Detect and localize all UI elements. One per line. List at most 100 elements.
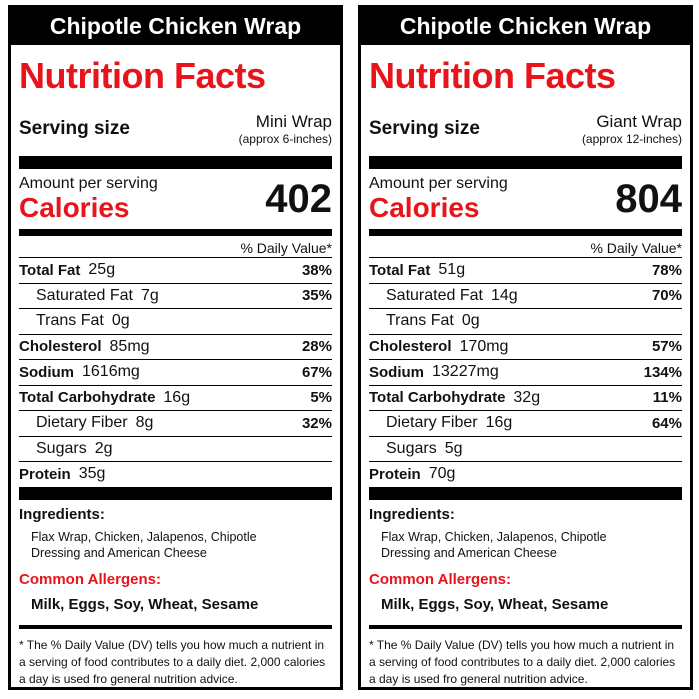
- nutrient-name: Trans Fat: [386, 312, 454, 330]
- amount-label: Amount per serving: [369, 175, 508, 192]
- footnote: * The % Daily Value (DV) tells you how m…: [19, 637, 326, 686]
- nutrient-row: Cholesterol 170mg 57%: [369, 335, 682, 360]
- nutrient-amount: 85mg: [109, 337, 150, 355]
- divider: [19, 486, 332, 500]
- nutrient-name: Total Carbohydrate: [19, 389, 156, 407]
- calories-left: Amount per serving Calories: [19, 175, 158, 223]
- ingredients: Flax Wrap, Chicken, Jalapenos, Chipotle …: [31, 529, 257, 560]
- dv-header: % Daily Value*: [369, 236, 682, 258]
- nutrient-row: Dietary Fiber 8g 32%: [19, 411, 332, 437]
- footnote: * The % Daily Value (DV) tells you how m…: [369, 637, 676, 686]
- nutrient-amount: 16g: [485, 414, 513, 432]
- nutrient-dv: 64%: [651, 414, 682, 432]
- amount-label: Amount per serving: [19, 175, 158, 192]
- nutrient-row: Cholesterol 85mg 28%: [19, 335, 332, 360]
- nutrient-row: Saturated Fat 14g 70%: [369, 284, 682, 309]
- nutrient-name: Sodium: [369, 363, 424, 381]
- nutrient-name: Protein: [369, 465, 421, 483]
- nutrient-amount: 51g: [438, 261, 466, 279]
- nutrient-name: Sugars: [36, 439, 87, 457]
- calories-value: 402: [265, 176, 332, 221]
- divider: [369, 229, 682, 236]
- nutrient-dv: 28%: [301, 338, 332, 356]
- nutrient-dv: 32%: [301, 414, 332, 432]
- ingredients: Flax Wrap, Chicken, Jalapenos, Chipotle …: [381, 529, 607, 560]
- nutrition-label: Chipotle Chicken Wrap Nutrition Facts Serv…: [8, 5, 343, 690]
- nutrient-amount: 2g: [94, 439, 113, 457]
- dv-header: % Daily Value*: [19, 236, 332, 258]
- nutrient-name: Saturated Fat: [36, 286, 133, 304]
- nutrient-name: Dietary Fiber: [386, 414, 478, 432]
- serving-note: (approx 6-inches): [238, 131, 332, 146]
- nutrient-dv: 38%: [301, 261, 332, 279]
- nutrient-row: Total Fat 51g 78%: [369, 258, 682, 284]
- nutrient-dv: 57%: [651, 338, 682, 356]
- nutrient-name: Sodium: [19, 363, 74, 381]
- nutrient-name: Dietary Fiber: [36, 414, 128, 432]
- label-body: Nutrition Facts Serving size Mini Wrap (app…: [11, 51, 340, 687]
- ingredients-label: Ingredients:: [369, 505, 455, 523]
- nutrient-amount: 14g: [490, 286, 518, 304]
- nutrient-dv: 70%: [651, 287, 682, 305]
- ingredients-label: Ingredients:: [19, 505, 105, 523]
- product-name: Chipotle Chicken Wrap: [361, 8, 690, 45]
- nutrient-row: Protein 35g: [19, 462, 332, 487]
- nutrient-amount: 5g: [444, 439, 463, 457]
- divider: [369, 624, 682, 629]
- serving-size: Mini Wrap: [255, 111, 332, 131]
- serving-label: Serving size: [19, 117, 130, 139]
- nutrient-dv: 134%: [643, 363, 682, 381]
- calories-row: Amount per serving Calories 804: [369, 169, 682, 229]
- nutrient-dv: 67%: [301, 363, 332, 381]
- heading: Nutrition Facts: [369, 55, 616, 96]
- divider: [19, 156, 332, 169]
- serving-info: Giant Wrap (approx 12-inches): [582, 112, 682, 146]
- nutrient-amount: 70g: [428, 465, 456, 483]
- serving-size: Giant Wrap: [596, 111, 682, 131]
- nutrient-name: Sugars: [386, 439, 437, 457]
- serving-info: Mini Wrap (approx 6-inches): [239, 112, 332, 146]
- nutrient-amount: 170mg: [459, 337, 509, 355]
- nutrient-name: Cholesterol: [369, 338, 452, 356]
- calories-label: Calories: [369, 192, 480, 223]
- allergens-label: Common Allergens:: [369, 570, 511, 588]
- nutrient-amount: 25g: [88, 261, 116, 279]
- nutrient-row: Total Carbohydrate 16g 5%: [19, 386, 332, 411]
- nutrient-name: Total Carbohydrate: [369, 389, 506, 407]
- nutrient-name: Total Fat: [369, 261, 431, 279]
- nutrient-row: Trans Fat 0g: [369, 309, 682, 335]
- nutrient-row: Total Carbohydrate 32g 11%: [369, 386, 682, 411]
- calories-left: Amount per serving Calories: [369, 175, 508, 223]
- nutrient-amount: 0g: [111, 312, 130, 330]
- nutrient-name: Cholesterol: [19, 338, 102, 356]
- serving-note: (approx 12-inches): [581, 131, 682, 146]
- nutrient-row: Sugars 5g: [369, 437, 682, 462]
- divider: [369, 156, 682, 169]
- nutrient-list: Total Fat 25g 38% Saturated Fat 7g 35% Trans F…: [19, 258, 332, 487]
- allergens: Milk, Eggs, Soy, Wheat, Sesame: [381, 595, 609, 613]
- nutrient-row: Trans Fat 0g: [19, 309, 332, 335]
- divider: [19, 624, 332, 629]
- calories-label: Calories: [19, 192, 130, 223]
- nutrient-row: Sugars 2g: [19, 437, 332, 462]
- nutrient-list: Total Fat 51g 78% Saturated Fat 14g 70% Trans …: [369, 258, 682, 487]
- nutrient-dv: 35%: [301, 287, 332, 305]
- nutrient-amount: 0g: [461, 312, 480, 330]
- nutrient-amount: 35g: [78, 465, 106, 483]
- product-name: Chipotle Chicken Wrap: [11, 8, 340, 45]
- allergens: Milk, Eggs, Soy, Wheat, Sesame: [31, 595, 259, 613]
- serving-label: Serving size: [369, 117, 480, 139]
- nutrient-amount: 32g: [513, 388, 541, 406]
- nutrient-amount: 7g: [140, 286, 159, 304]
- nutrient-dv: 5%: [310, 389, 332, 407]
- nutrient-row: Dietary Fiber 16g 64%: [369, 411, 682, 437]
- nutrient-amount: 8g: [135, 414, 154, 432]
- nutrient-row: Protein 70g: [369, 462, 682, 487]
- label-body: Nutrition Facts Serving size Giant Wrap (ap…: [361, 51, 690, 687]
- nutrient-dv: 11%: [652, 389, 682, 407]
- nutrient-name: Total Fat: [19, 261, 81, 279]
- nutrient-row: Total Fat 25g 38%: [19, 258, 332, 284]
- heading: Nutrition Facts: [19, 55, 266, 96]
- nutrient-name: Protein: [19, 465, 71, 483]
